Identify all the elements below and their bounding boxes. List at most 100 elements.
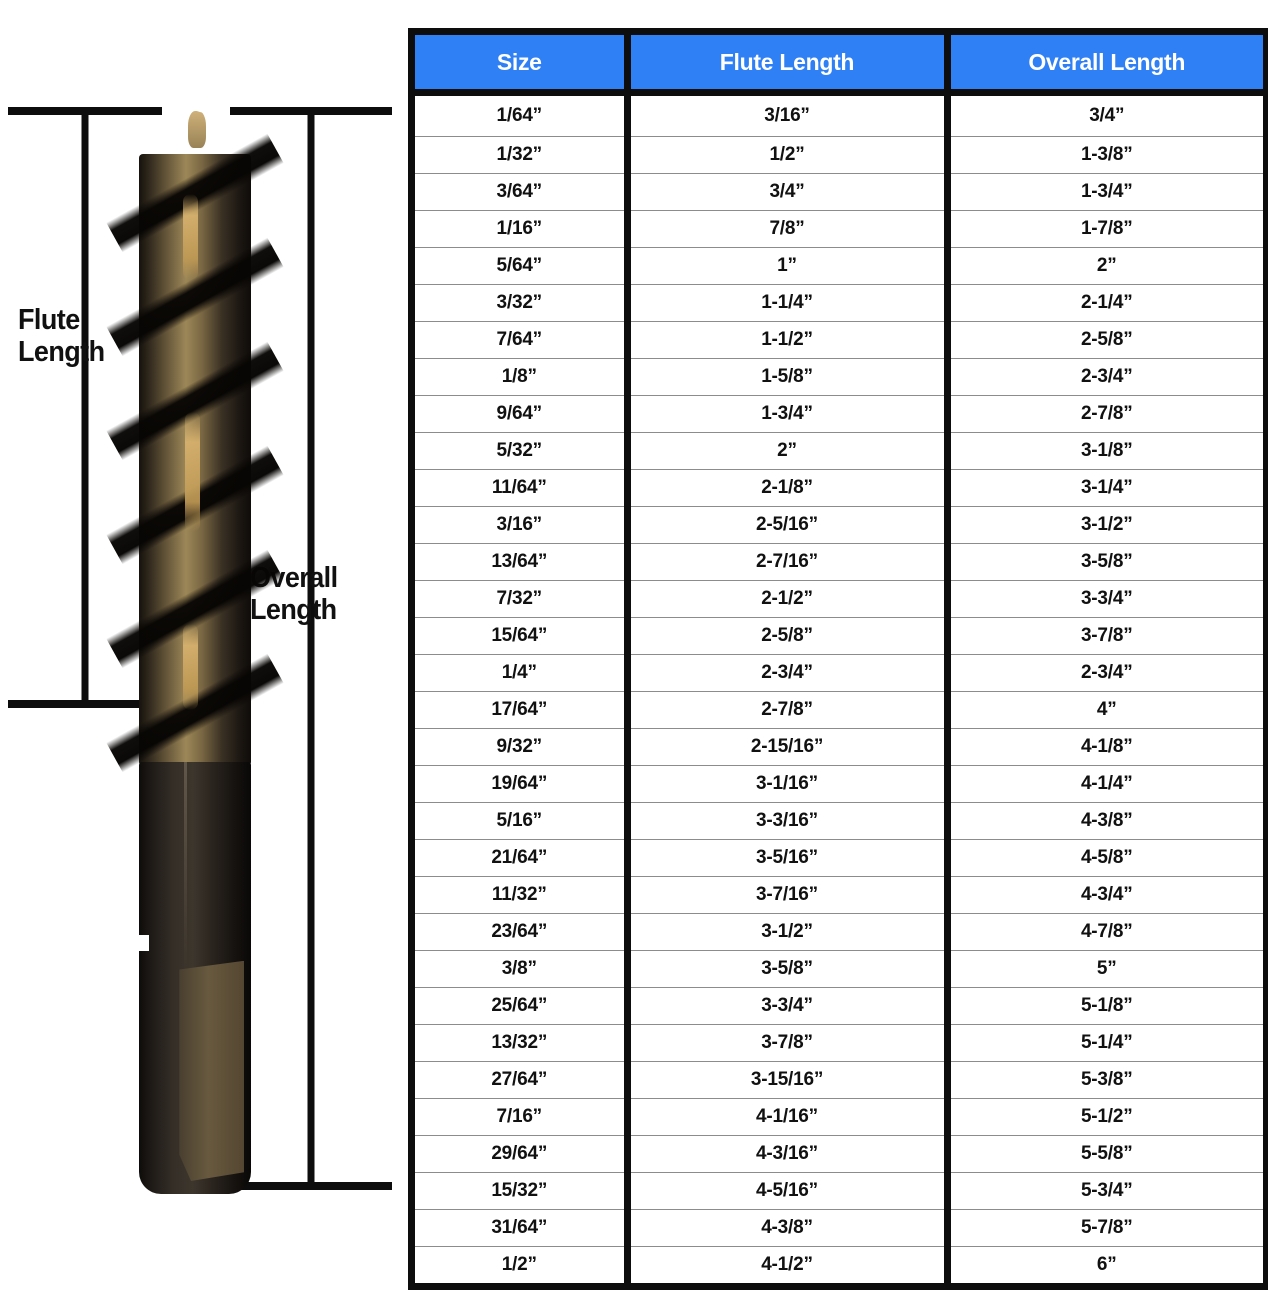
cell-overall-length: 2-7/8”: [947, 395, 1263, 433]
cell-overall-length: 4-5/8”: [947, 839, 1263, 877]
cell-size: 3/64”: [415, 173, 631, 211]
cell-overall-length: 5-1/8”: [947, 987, 1263, 1025]
cell-overall-length: 4-7/8”: [947, 913, 1263, 951]
table-row: 15/64” 2-5/8” 3-7/8”: [415, 617, 1263, 655]
cell-size: 3/32”: [415, 284, 631, 322]
cell-flute-length: 3-5/8”: [627, 950, 951, 988]
cell-size: 1/2”: [415, 1246, 631, 1283]
cell-size: 1/16”: [415, 210, 631, 248]
cell-size: 21/64”: [415, 839, 631, 877]
cell-size: 13/32”: [415, 1024, 631, 1062]
cell-flute-length: 3-3/16”: [627, 802, 951, 840]
table-row: 7/32” 2-1/2” 3-3/4”: [415, 580, 1263, 618]
cell-overall-length: 2-1/4”: [947, 284, 1263, 322]
cell-size: 29/64”: [415, 1135, 631, 1173]
cell-flute-length: 1”: [627, 247, 951, 285]
cell-size: 1/4”: [415, 654, 631, 692]
cell-size: 5/32”: [415, 432, 631, 470]
cell-flute-length: 1-1/4”: [627, 284, 951, 322]
cell-flute-length: 4-3/16”: [627, 1135, 951, 1173]
shank-seam: [183, 762, 187, 970]
cell-size: 9/64”: [415, 395, 631, 433]
cell-flute-length: 3-5/16”: [627, 839, 951, 877]
table-row: 1/2” 4-1/2” 6”: [415, 1246, 1263, 1283]
cell-overall-length: 1-7/8”: [947, 210, 1263, 248]
cell-flute-length: 3-1/16”: [627, 765, 951, 803]
table-row: 9/64” 1-3/4” 2-7/8”: [415, 395, 1263, 433]
cell-flute-length: 1-3/4”: [627, 395, 951, 433]
shank-flat: [179, 960, 245, 1182]
cell-size: 5/64”: [415, 247, 631, 285]
cell-size: 25/64”: [415, 987, 631, 1025]
column-header-overall-length[interactable]: Overall Length: [947, 35, 1263, 96]
drill-bit-diagram: Flute Length Overall Length: [0, 0, 400, 1276]
cell-overall-length: 1-3/4”: [947, 173, 1263, 211]
cell-overall-length: 5-7/8”: [947, 1209, 1263, 1247]
cell-overall-length: 3-5/8”: [947, 543, 1263, 581]
table-row: 11/32” 3-7/16” 4-3/4”: [415, 876, 1263, 914]
cell-flute-length: 4-1/2”: [627, 1246, 951, 1283]
table-row: 1/16” 7/8” 1-7/8”: [415, 210, 1263, 248]
table-row: 7/64” 1-1/2” 2-5/8”: [415, 321, 1263, 359]
flute-length-dimension-line: [8, 107, 162, 708]
table-row: 3/32” 1-1/4” 2-1/4”: [415, 284, 1263, 322]
cell-size: 11/32”: [415, 876, 631, 914]
cell-flute-length: 4-1/16”: [627, 1098, 951, 1136]
cell-size: 19/64”: [415, 765, 631, 803]
cell-size: 1/64”: [415, 92, 631, 137]
drill-bit-flute-body: [106, 133, 284, 773]
cell-size: 23/64”: [415, 913, 631, 951]
cell-overall-length: 6”: [947, 1246, 1263, 1283]
cell-size: 7/32”: [415, 580, 631, 618]
cell-size: 17/64”: [415, 691, 631, 729]
cell-size: 31/64”: [415, 1209, 631, 1247]
cell-flute-length: 1-1/2”: [627, 321, 951, 359]
cell-flute-length: 2-1/2”: [627, 580, 951, 618]
cell-flute-length: 2-5/16”: [627, 506, 951, 544]
cell-overall-length: 2-3/4”: [947, 358, 1263, 396]
drill-bit-size-table: Size Flute Length Overall Length 1/64” 3/…: [415, 35, 1263, 1283]
table-row: 7/16” 4-1/16” 5-1/2”: [415, 1098, 1263, 1136]
cell-overall-length: 3-1/8”: [947, 432, 1263, 470]
cell-overall-length: 5-1/4”: [947, 1024, 1263, 1062]
cell-flute-length: 3-15/16”: [627, 1061, 951, 1099]
cell-flute-length: 2-15/16”: [627, 728, 951, 766]
cell-flute-length: 2-1/8”: [627, 469, 951, 507]
cell-overall-length: 2”: [947, 247, 1263, 285]
table-row: 25/64” 3-3/4” 5-1/8”: [415, 987, 1263, 1025]
cell-size: 27/64”: [415, 1061, 631, 1099]
table-body: 1/64” 3/16” 3/4” 1/32” 1/2” 1-3/8” 3/64” 3/4” 1-…: [415, 92, 1263, 1283]
cell-flute-length: 7/8”: [627, 210, 951, 248]
cell-overall-length: 2-3/4”: [947, 654, 1263, 692]
cell-overall-length: 2-5/8”: [947, 321, 1263, 359]
cell-overall-length: 4-3/4”: [947, 876, 1263, 914]
cell-size: 9/32”: [415, 728, 631, 766]
table-row: 17/64” 2-7/8” 4”: [415, 691, 1263, 729]
cell-size: 13/64”: [415, 543, 631, 581]
cell-flute-length: 2-3/4”: [627, 654, 951, 692]
cell-flute-length: 3-3/4”: [627, 987, 951, 1025]
cell-size: 15/64”: [415, 617, 631, 655]
cell-overall-length: 3/4”: [947, 92, 1263, 137]
cell-overall-length: 4-3/8”: [947, 802, 1263, 840]
drill-bit-image: [106, 102, 284, 1194]
column-header-flute-length[interactable]: Flute Length: [627, 35, 951, 96]
drill-bit-shank: [139, 762, 251, 1194]
cell-flute-length: 2”: [627, 432, 951, 470]
drill-bit-size-table-container: Size Flute Length Overall Length 1/64” 3/…: [408, 28, 1268, 1290]
cell-overall-length: 5-5/8”: [947, 1135, 1263, 1173]
column-header-size[interactable]: Size: [415, 35, 631, 96]
cell-size: 7/64”: [415, 321, 631, 359]
flute-dim-bottom-cap: [8, 700, 162, 708]
flute-dim-stem: [81, 107, 89, 708]
table-row: 5/16” 3-3/16” 4-3/8”: [415, 802, 1263, 840]
cell-flute-length: 2-5/8”: [627, 617, 951, 655]
table-row: 19/64” 3-1/16” 4-1/4”: [415, 765, 1263, 803]
cell-size: 5/16”: [415, 802, 631, 840]
cell-overall-length: 5-3/8”: [947, 1061, 1263, 1099]
cell-flute-length: 3/16”: [627, 92, 951, 137]
table-row: 1/32” 1/2” 1-3/8”: [415, 136, 1263, 174]
cell-size: 1/8”: [415, 358, 631, 396]
table-row: 11/64” 2-1/8” 3-1/4”: [415, 469, 1263, 507]
cell-flute-length: 3-7/16”: [627, 876, 951, 914]
